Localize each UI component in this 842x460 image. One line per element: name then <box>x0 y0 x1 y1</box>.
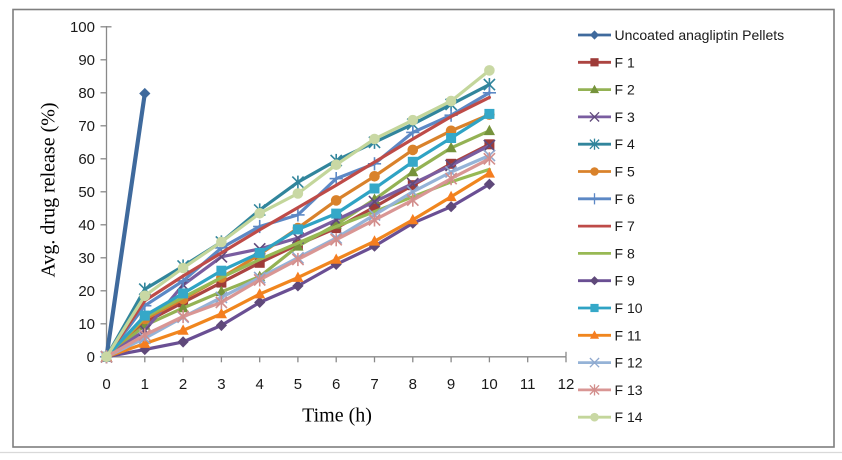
svg-text:F 11: F 11 <box>615 327 642 343</box>
svg-text:Avg. drug release (%): Avg. drug release (%) <box>38 102 60 277</box>
svg-text:F 14: F 14 <box>615 409 643 425</box>
svg-text:F 12: F 12 <box>615 355 643 371</box>
svg-text:30: 30 <box>78 250 95 267</box>
svg-text:F 9: F 9 <box>615 273 635 289</box>
svg-text:F 2: F 2 <box>615 82 635 98</box>
svg-text:2: 2 <box>179 376 187 393</box>
svg-text:12: 12 <box>558 376 575 393</box>
svg-text:10: 10 <box>481 376 498 393</box>
svg-text:0: 0 <box>102 376 110 393</box>
svg-text:11: 11 <box>520 376 536 393</box>
svg-text:8: 8 <box>409 376 417 393</box>
svg-text:F 10: F 10 <box>615 300 643 316</box>
svg-text:100: 100 <box>70 19 95 36</box>
svg-text:70: 70 <box>78 118 95 135</box>
svg-text:4: 4 <box>256 376 264 393</box>
svg-text:Time (h): Time (h) <box>302 405 372 427</box>
svg-text:F 1: F 1 <box>615 54 635 70</box>
svg-text:3: 3 <box>217 376 225 393</box>
svg-text:6: 6 <box>332 376 340 393</box>
svg-text:F 8: F 8 <box>615 245 635 261</box>
svg-text:60: 60 <box>78 151 95 168</box>
svg-text:10: 10 <box>78 316 95 333</box>
svg-text:9: 9 <box>447 376 455 393</box>
svg-text:5: 5 <box>294 376 302 393</box>
svg-text:F 5: F 5 <box>615 164 635 180</box>
svg-text:F 3: F 3 <box>615 109 635 125</box>
svg-text:F 7: F 7 <box>615 218 635 234</box>
svg-text:0: 0 <box>87 349 95 366</box>
svg-text:7: 7 <box>370 376 378 393</box>
svg-text:F 4: F 4 <box>615 136 635 152</box>
svg-text:80: 80 <box>78 85 95 102</box>
svg-text:90: 90 <box>78 52 95 69</box>
svg-text:Uncoated anagliptin Pellets: Uncoated anagliptin Pellets <box>615 27 785 43</box>
svg-text:50: 50 <box>78 184 95 201</box>
svg-text:F 13: F 13 <box>615 382 643 398</box>
svg-text:F 6: F 6 <box>615 191 635 207</box>
svg-text:40: 40 <box>78 217 95 234</box>
svg-text:1: 1 <box>141 376 149 393</box>
svg-text:20: 20 <box>78 283 95 300</box>
